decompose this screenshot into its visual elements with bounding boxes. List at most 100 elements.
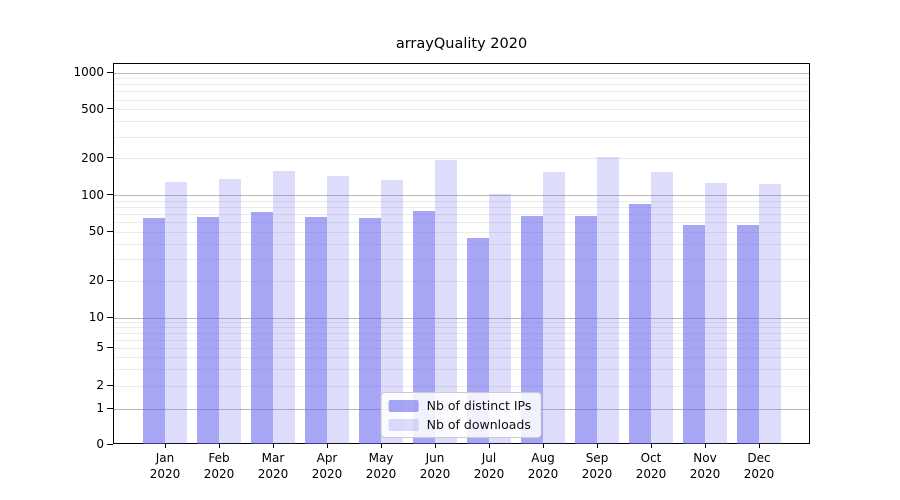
x-tick-mark bbox=[543, 444, 544, 448]
gridline-minor bbox=[114, 158, 809, 160]
x-tick-label-may: May 2020 bbox=[354, 450, 408, 482]
y-tick-label: 20 bbox=[88, 273, 104, 288]
x-tick-year: 2020 bbox=[473, 467, 505, 481]
gridline-minor bbox=[114, 243, 809, 245]
y-tick-mark bbox=[107, 71, 113, 73]
x-tick-year: 2020 bbox=[635, 467, 667, 481]
bar-distinct-ips-oct bbox=[629, 203, 651, 444]
x-tick-year: 2020 bbox=[419, 467, 451, 481]
bar-distinct-ips-apr bbox=[305, 216, 327, 444]
bar-downloads-mar bbox=[273, 171, 295, 444]
y-tick-label: 100 bbox=[81, 187, 104, 202]
x-tick-label-aug: Aug 2020 bbox=[516, 450, 570, 482]
x-tick-mark bbox=[219, 444, 220, 448]
bar-distinct-ips-jun bbox=[413, 210, 435, 444]
bar-distinct-ips-dec bbox=[737, 225, 759, 444]
bar-downloads-feb bbox=[219, 179, 241, 444]
x-tick-year: 2020 bbox=[581, 467, 613, 481]
legend-label-distinct-ips: Nb of distinct IPs bbox=[426, 398, 532, 413]
gridline-minor bbox=[114, 213, 809, 215]
chart-title: arrayQuality 2020 bbox=[395, 36, 528, 52]
x-tick-month: Mar bbox=[261, 451, 285, 465]
x-tick-year: 2020 bbox=[149, 467, 181, 481]
gridline-minor bbox=[114, 339, 809, 341]
bar-downloads-jan bbox=[165, 181, 187, 444]
gridline-minor bbox=[114, 109, 809, 111]
y-tick-label: 2 bbox=[96, 378, 104, 392]
y-tick-mark bbox=[107, 384, 113, 386]
x-tick-label-sep: Sep 2020 bbox=[570, 450, 624, 482]
legend-label-downloads: Nb of downloads bbox=[426, 417, 531, 432]
y-tick-mark bbox=[107, 346, 113, 348]
gridline-minor bbox=[114, 200, 809, 202]
bar-downloads-nov bbox=[705, 182, 727, 444]
gridline-minor bbox=[114, 327, 809, 329]
bar-downloads-jun bbox=[435, 159, 457, 444]
x-tick-label-dec: Dec 2020 bbox=[732, 450, 786, 482]
x-tick-month: Aug bbox=[531, 451, 555, 465]
y-tick-mark bbox=[107, 230, 113, 232]
bar-distinct-ips-mar bbox=[251, 212, 273, 444]
gridline-minor bbox=[114, 206, 809, 208]
plot-area bbox=[113, 63, 810, 444]
legend-swatch-downloads-icon bbox=[388, 418, 419, 431]
bar-downloads-aug bbox=[543, 171, 565, 444]
legend-item-downloads: Nb of downloads bbox=[388, 417, 532, 432]
y-tick-mark bbox=[107, 443, 113, 445]
x-tick-year: 2020 bbox=[689, 467, 721, 481]
gridline-minor bbox=[114, 99, 809, 101]
x-tick-mark bbox=[759, 444, 760, 448]
bar-distinct-ips-may bbox=[359, 217, 381, 444]
x-tick-mark bbox=[165, 444, 166, 448]
y-tick-mark bbox=[107, 407, 113, 409]
x-tick-month: Sep bbox=[585, 451, 609, 465]
y-tick-label: 5 bbox=[96, 340, 104, 354]
gridline-minor bbox=[114, 84, 809, 86]
gridline-minor bbox=[114, 347, 809, 349]
x-tick-label-mar: Mar 2020 bbox=[246, 450, 300, 482]
x-tick-mark bbox=[327, 444, 328, 448]
gridline-minor bbox=[114, 356, 809, 358]
x-tick-mark bbox=[273, 444, 274, 448]
bar-distinct-ips-jan bbox=[143, 217, 165, 444]
x-tick-label-nov: Nov 2020 bbox=[678, 450, 732, 482]
gridline-major bbox=[114, 195, 809, 196]
x-tick-mark bbox=[381, 444, 382, 448]
gridline-minor bbox=[114, 259, 809, 261]
x-tick-mark bbox=[705, 444, 706, 448]
y-tick-label: 50 bbox=[88, 224, 104, 239]
x-tick-year: 2020 bbox=[311, 467, 343, 481]
gridline-minor bbox=[114, 136, 809, 138]
legend-swatch-distinct-ips-icon bbox=[388, 399, 419, 412]
x-tick-month: Nov bbox=[693, 451, 717, 465]
gridline-minor bbox=[114, 91, 809, 93]
x-tick-month: May bbox=[368, 451, 394, 465]
gridline-minor bbox=[114, 368, 809, 370]
bar-downloads-apr bbox=[327, 176, 349, 444]
gridline-minor bbox=[114, 385, 809, 387]
gridline-minor bbox=[114, 78, 809, 80]
bar-downloads-may bbox=[381, 180, 403, 444]
x-tick-label-jan: Jan 2020 bbox=[138, 450, 192, 482]
bar-downloads-sep bbox=[597, 156, 619, 444]
x-tick-label-jul: Jul 2020 bbox=[462, 450, 516, 482]
gridline-major bbox=[114, 72, 809, 74]
gridline-minor bbox=[114, 231, 809, 233]
x-tick-mark bbox=[489, 444, 490, 448]
x-tick-year: 2020 bbox=[743, 467, 775, 481]
legend-item-distinct-ips: Nb of distinct IPs bbox=[388, 398, 532, 413]
y-tick-label: 0 bbox=[96, 437, 104, 451]
y-tick-label: 1000 bbox=[73, 65, 104, 79]
x-tick-year: 2020 bbox=[257, 467, 289, 481]
gridline-minor bbox=[114, 222, 809, 224]
bar-distinct-ips-aug bbox=[521, 216, 543, 444]
x-tick-label-oct: Oct 2020 bbox=[624, 450, 678, 482]
x-tick-month: Dec bbox=[747, 451, 771, 465]
x-tick-year: 2020 bbox=[365, 467, 397, 481]
y-tick-label: 1 bbox=[96, 401, 104, 415]
x-tick-year: 2020 bbox=[203, 467, 235, 481]
y-tick-label: 500 bbox=[81, 101, 104, 116]
x-tick-label-jun: Jun 2020 bbox=[408, 450, 462, 482]
gridline-major bbox=[114, 317, 809, 319]
